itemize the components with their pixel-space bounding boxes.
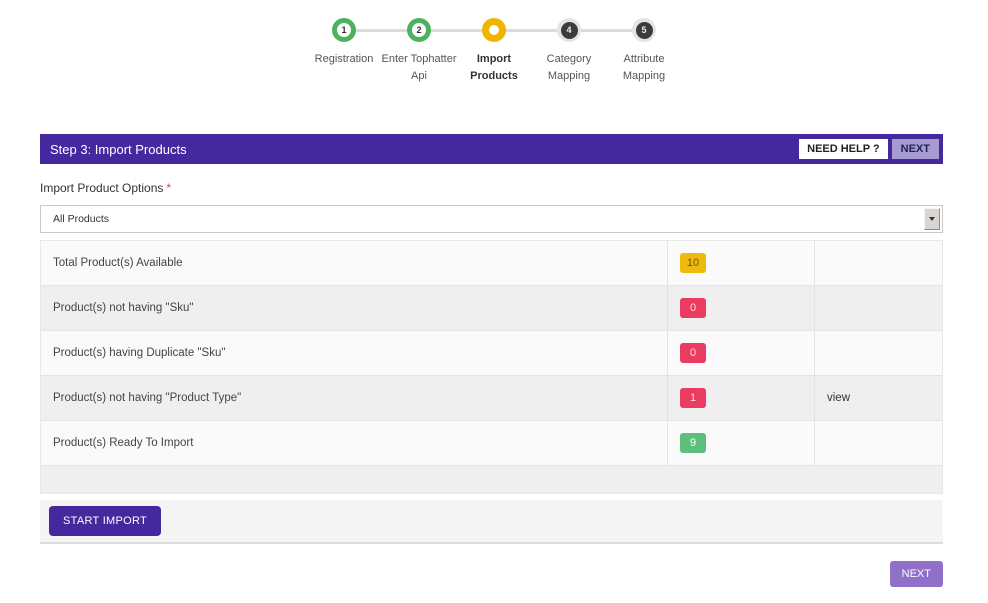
count-badge: 9 — [680, 433, 706, 453]
start-import-button[interactable]: START IMPORT — [49, 506, 162, 536]
step-label: Category Mapping — [546, 53, 592, 82]
panel-header: Step 3: Import Products NEED HELP ? NEXT — [40, 134, 943, 164]
row-label: Product(s) not having "Sku" — [53, 302, 194, 314]
need-help-button[interactable]: NEED HELP ? — [799, 139, 888, 159]
dropdown-arrow-icon[interactable] — [924, 208, 940, 230]
table-row: Product(s) not having "Sku" 0 — [41, 286, 942, 331]
row-label: Product(s) not having "Product Type" — [53, 392, 242, 404]
step-circle-icon — [482, 18, 506, 42]
select-value: All Products — [53, 213, 110, 225]
table-row: Product(s) Ready To Import 9 — [41, 421, 942, 466]
row-action-cell — [814, 241, 942, 285]
page-title: Step 3: Import Products — [50, 141, 187, 157]
count-badge: 0 — [680, 298, 706, 318]
step-number: 5 — [635, 21, 653, 39]
footer-bar: START IMPORT — [40, 500, 943, 544]
view-link[interactable]: view — [827, 392, 851, 404]
required-asterisk: * — [166, 181, 172, 195]
step-number: 4 — [560, 21, 578, 39]
row-label: Product(s) Ready To Import — [53, 437, 194, 449]
step-number — [489, 25, 499, 35]
step-number: 1 — [337, 23, 351, 37]
bottom-next-button[interactable]: NEXT — [889, 561, 943, 587]
table-row: Product(s) having Duplicate "Sku" 0 — [41, 331, 942, 376]
product-summary-table: Total Product(s) Available 10 Product(s)… — [40, 240, 943, 466]
bottom-next-row: NEXT — [40, 561, 943, 587]
table-row: Total Product(s) Available 10 — [41, 241, 942, 286]
count-badge: 0 — [680, 343, 706, 363]
step-circle-icon: 2 — [407, 18, 431, 42]
step-label: Import Products — [470, 53, 518, 82]
row-action-cell — [814, 331, 942, 375]
count-badge: 1 — [680, 388, 706, 408]
step-label: Registration — [314, 53, 374, 65]
row-action-cell — [814, 286, 942, 330]
stepper-step-category-mapping: 4 Category Mapping — [532, 18, 607, 84]
import-options-select[interactable]: All Products — [40, 205, 943, 233]
table-row: Product(s) not having "Product Type" 1 v… — [41, 376, 942, 421]
row-label: Product(s) having Duplicate "Sku" — [53, 347, 226, 359]
header-next-button[interactable]: NEXT — [891, 139, 939, 159]
main-content: Step 3: Import Products NEED HELP ? NEXT… — [40, 134, 943, 587]
row-count-cell: 0 — [667, 286, 814, 330]
step-number: 2 — [412, 23, 426, 37]
row-count-cell: 10 — [667, 241, 814, 285]
row-label: Total Product(s) Available — [53, 257, 183, 269]
step-label: Attribute Mapping — [622, 53, 666, 82]
row-count-cell: 1 — [667, 376, 814, 420]
step-circle-icon: 1 — [332, 18, 356, 42]
stepper-step-attribute-mapping: 5 Attribute Mapping — [607, 18, 682, 84]
stepper-step-import-products: Import Products — [457, 18, 532, 84]
header-buttons: NEED HELP ? NEXT — [799, 139, 939, 159]
count-badge: 10 — [680, 253, 706, 273]
stepper-step-enter-tophatter-api: 2 Enter Tophatter Api — [382, 18, 457, 84]
stepper-step-registration: 1 Registration — [307, 18, 382, 84]
empty-table-row — [40, 466, 943, 494]
row-count-cell: 9 — [667, 421, 814, 465]
step-circle-icon: 4 — [557, 18, 581, 42]
import-options-label: Import Product Options * — [40, 181, 943, 195]
row-action-cell — [814, 421, 942, 465]
step-circle-icon: 5 — [632, 18, 656, 42]
import-options-label-text: Import Product Options — [40, 181, 164, 195]
step-label: Enter Tophatter Api — [381, 53, 457, 82]
progress-stepper: 1 Registration 2 Enter Tophatter Api Imp… — [307, 18, 682, 84]
row-count-cell: 0 — [667, 331, 814, 375]
row-action-cell: view — [814, 376, 942, 420]
